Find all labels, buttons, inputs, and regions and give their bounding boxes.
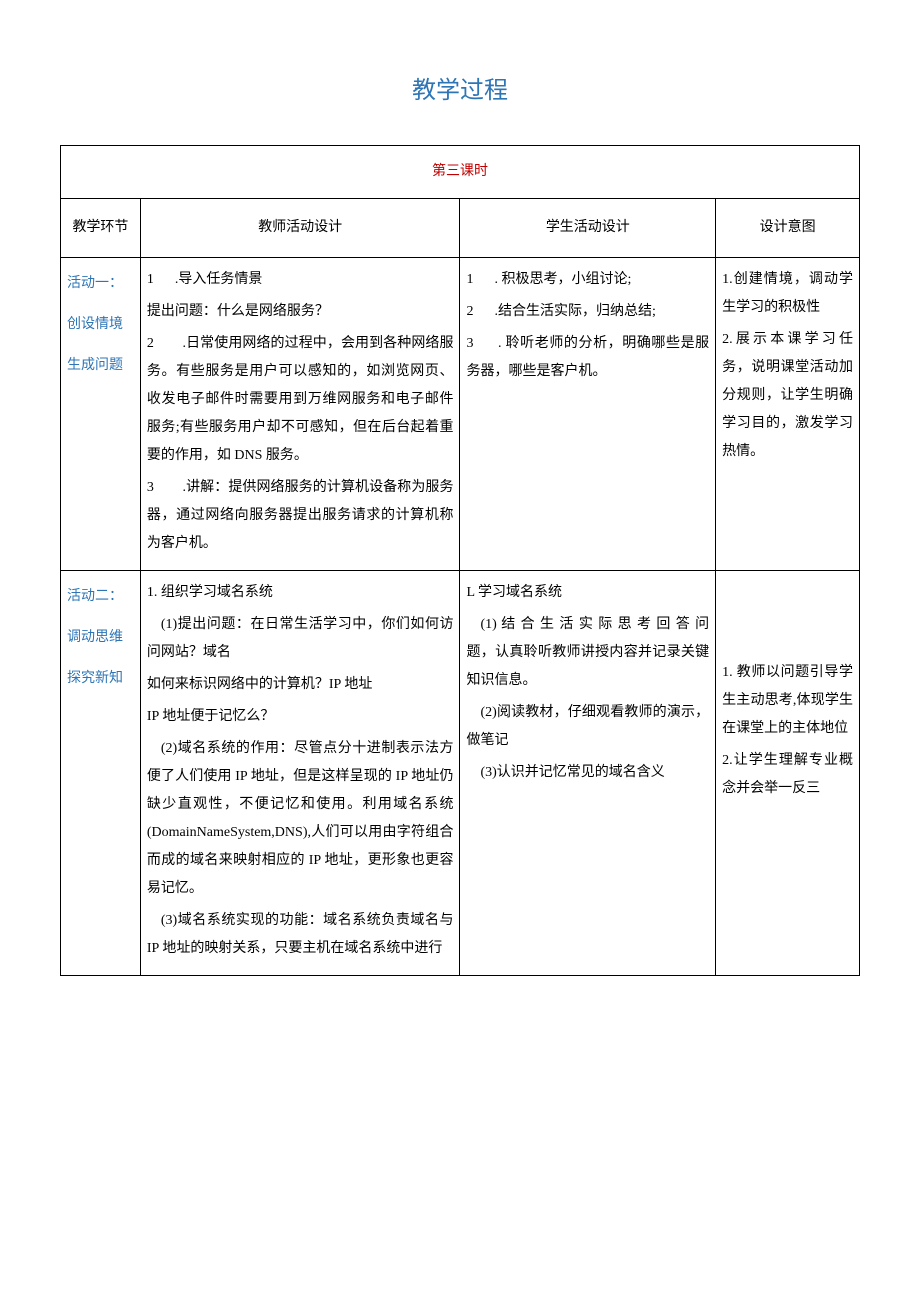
item-num: 2 bbox=[466, 304, 473, 319]
item-text: .日常使用网络的过程中，会用到各种网络服务。有些服务是用户可以感知的，如浏览网页… bbox=[147, 336, 454, 463]
intent-p: 2.展示本课学习任务，说明课堂活动加分规则，让学生明确学习目的，激发学习热情。 bbox=[722, 326, 853, 466]
teacher-p: IP 地址便于记忆么？ bbox=[147, 703, 454, 731]
intent-p: 1. 教师以问题引导学生主动思考,体现学生在课堂上的主体地位 bbox=[722, 659, 853, 743]
phase-label: 生成问题 bbox=[67, 348, 134, 383]
lesson-table: 第三课时 教学环节 教师活动设计 学生活动设计 设计意图 活动一： 创设情境 生… bbox=[60, 145, 860, 976]
phase-label: 探究新知 bbox=[67, 661, 134, 696]
student-p: (1) 结 合 生 活 实 际 思 考 回 答 问题，认真聆听教师讲授内容并记录… bbox=[466, 611, 709, 695]
teacher-cell: 1 .导入任务情景 提出问题：什么是网络服务？ 2 .日常使用网络的过程中，会用… bbox=[140, 258, 460, 571]
lesson-header-row: 第三课时 bbox=[61, 146, 860, 199]
phase-label: 活动一： bbox=[67, 266, 134, 301]
teacher-p: 如何来标识网络中的计算机？IP 地址 bbox=[147, 671, 454, 699]
table-row: 活动一： 创设情境 生成问题 1 .导入任务情景 提出问题：什么是网络服务？ 2… bbox=[61, 258, 860, 571]
item-text: .导入任务情景 bbox=[175, 272, 263, 287]
col-header-teacher: 教师活动设计 bbox=[140, 199, 460, 258]
item-text: .讲解：提供网络服务的计算机设备称为服务器，通过网络向服务器提出服务请求的计算机… bbox=[147, 480, 454, 551]
intent-p: 1.创建情境，调动学生学习的积极性 bbox=[722, 266, 853, 322]
phase-label: 活动二： bbox=[67, 579, 134, 614]
teacher-p: (1)提出问题：在日常生活学习中，你们如何访问网站？域名 bbox=[147, 611, 454, 667]
item-num: 2 bbox=[147, 336, 154, 351]
item-text: .结合生活实际，归纳总结; bbox=[494, 304, 655, 319]
phase-cell: 活动二： 调动思维 探究新知 bbox=[61, 571, 141, 976]
item-num: 1 bbox=[147, 272, 154, 287]
teacher-p: (3)域名系统实现的功能：域名系统负责域名与 IP 地址的映射关系，只要主机在域… bbox=[147, 907, 454, 963]
student-cell: 1 . 积极思考，小组讨论; 2 .结合生活实际，归纳总结; 3 . 聆听老师的… bbox=[460, 258, 716, 571]
student-cell: L 学习域名系统 (1) 结 合 生 活 实 际 思 考 回 答 问题，认真聆听… bbox=[460, 571, 716, 976]
phase-label: 创设情境 bbox=[67, 307, 134, 342]
lesson-header: 第三课时 bbox=[61, 146, 860, 199]
item-num: 3 bbox=[147, 480, 154, 495]
teacher-p: 1. 组织学习域名系统 bbox=[147, 579, 454, 607]
intent-p: 2.让学生理解专业概念并会举一反三 bbox=[722, 747, 853, 803]
student-p: L 学习域名系统 bbox=[466, 579, 709, 607]
col-header-intent: 设计意图 bbox=[716, 199, 860, 258]
column-headers-row: 教学环节 教师活动设计 学生活动设计 设计意图 bbox=[61, 199, 860, 258]
col-header-phase: 教学环节 bbox=[61, 199, 141, 258]
item-num: 3 bbox=[466, 336, 473, 351]
student-p: (3)认识并记忆常见的域名含义 bbox=[466, 759, 709, 787]
phase-label: 调动思维 bbox=[67, 620, 134, 655]
teacher-p: (2)域名系统的作用：尽管点分十进制表示法方便了人们使用 IP 地址，但是这样呈… bbox=[147, 735, 454, 903]
intent-cell: 1. 教师以问题引导学生主动思考,体现学生在课堂上的主体地位 2.让学生理解专业… bbox=[716, 571, 860, 976]
item-num: 1 bbox=[466, 272, 473, 287]
teacher-p: 提出问题：什么是网络服务？ bbox=[147, 298, 454, 326]
page-title: 教学过程 bbox=[60, 70, 860, 105]
item-text: . 聆听老师的分析，明确哪些是服务器，哪些是客户机。 bbox=[466, 336, 709, 379]
student-p: (2)阅读教材，仔细观看教师的演示，做笔记 bbox=[466, 699, 709, 755]
teacher-cell: 1. 组织学习域名系统 (1)提出问题：在日常生活学习中，你们如何访问网站？域名… bbox=[140, 571, 460, 976]
col-header-student: 学生活动设计 bbox=[460, 199, 716, 258]
intent-cell: 1.创建情境，调动学生学习的积极性 2.展示本课学习任务，说明课堂活动加分规则，… bbox=[716, 258, 860, 571]
table-row: 活动二： 调动思维 探究新知 1. 组织学习域名系统 (1)提出问题：在日常生活… bbox=[61, 571, 860, 976]
item-text: . 积极思考，小组讨论; bbox=[494, 272, 631, 287]
phase-cell: 活动一： 创设情境 生成问题 bbox=[61, 258, 141, 571]
